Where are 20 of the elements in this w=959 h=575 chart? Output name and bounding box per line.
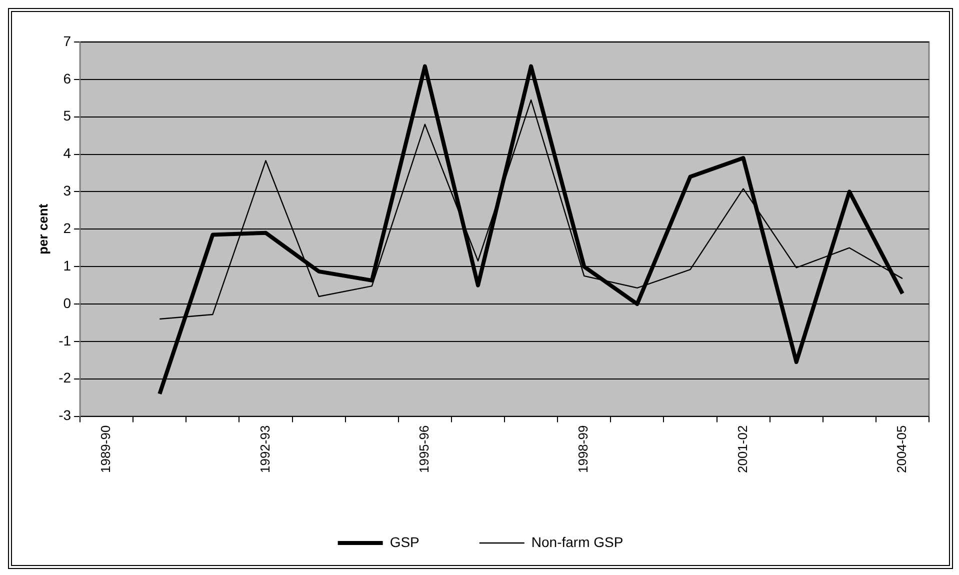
- y-tick-label: 1: [63, 257, 72, 274]
- y-tick-label: 6: [63, 70, 72, 86]
- legend-label: GSP: [390, 534, 420, 550]
- y-tick-label: 5: [63, 108, 72, 124]
- x-tick-label: 1989-90: [98, 425, 114, 474]
- legend-label: Non-farm GSP: [531, 534, 624, 550]
- x-tick-label: 1998-99: [576, 425, 591, 474]
- x-tick-label: 2004-05: [894, 425, 910, 474]
- y-tick-label: 3: [63, 182, 72, 199]
- y-axis-title: per cent: [35, 203, 50, 254]
- x-tick-label: 2001-02: [734, 425, 750, 474]
- y-tick-label: 4: [63, 145, 72, 162]
- y-tick-label: -3: [58, 407, 72, 424]
- y-tick-label: -2: [58, 370, 72, 386]
- x-tick-label: 1995-96: [416, 425, 432, 474]
- y-tick-label: 2: [63, 220, 72, 236]
- x-tick-label: 1992-93: [257, 425, 272, 474]
- y-tick-label: -1: [58, 332, 72, 348]
- y-tick-label: 7: [63, 32, 72, 49]
- y-tick-label: 0: [63, 294, 72, 311]
